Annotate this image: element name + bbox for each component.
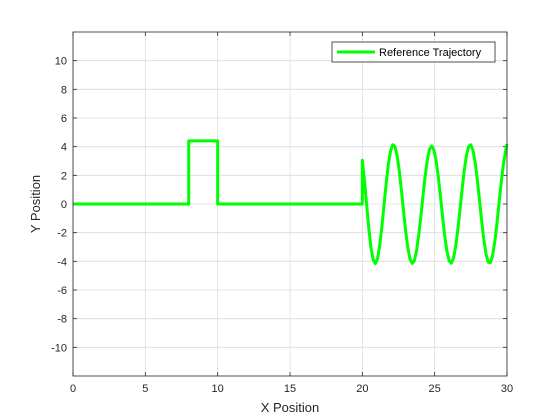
legend-box <box>331 41 496 63</box>
y-tick-label: 6 <box>61 113 67 125</box>
y-tick-label: -6 <box>57 285 67 297</box>
y-tick-label: 2 <box>61 170 67 182</box>
x-tick-label: 25 <box>429 383 441 395</box>
y-tick-label: -8 <box>57 314 67 326</box>
legend-label: Reference Trajectory <box>379 47 482 59</box>
legend: Reference Trajectory <box>331 41 496 63</box>
x-axis-label: X Position <box>261 400 320 415</box>
y-tick-label: -2 <box>57 228 67 240</box>
x-tick-label: 20 <box>356 383 368 395</box>
series-layer <box>73 139 509 266</box>
y-tick-label: 8 <box>61 84 67 96</box>
y-tick-label: 0 <box>61 199 67 211</box>
x-tick-label: 15 <box>284 383 296 395</box>
axes-box <box>72 31 508 377</box>
x-tick-label: 10 <box>212 383 224 395</box>
y-tick-label: 4 <box>61 142 67 154</box>
x-tick-label: 30 <box>501 383 513 395</box>
y-tick-label: -10 <box>51 342 67 354</box>
x-tick-label: 5 <box>142 383 148 395</box>
tick-labels: 0 5 10 15 20 25 30 -10 -8 -6 -4 -2 0 2 4 6 8 10 <box>51 56 513 395</box>
series-line-reference-trajectory <box>73 139 509 266</box>
x-tick-label: 0 <box>70 383 76 395</box>
y-tick-label: -4 <box>57 256 67 268</box>
y-tick-label: 10 <box>55 56 67 68</box>
y-axis-label: Y Position <box>28 175 43 233</box>
